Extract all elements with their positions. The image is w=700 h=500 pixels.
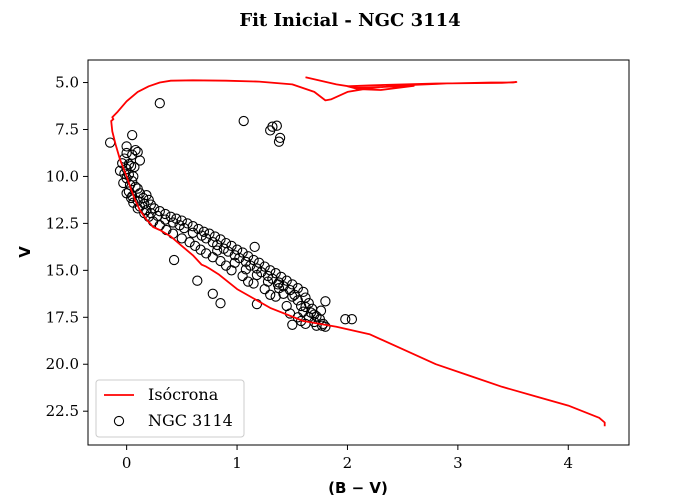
legend-marker-swatch — [113, 415, 125, 427]
scatter-point — [134, 155, 146, 166]
y-axis: 5.0 7.5 10.0 12.5 15.0 17.5 20.0 22.5 — [46, 74, 88, 420]
scatter-point — [212, 239, 223, 251]
scatter-point — [121, 147, 132, 159]
y-tick-label: 5.0 — [55, 74, 79, 92]
scatter-point — [281, 300, 292, 312]
scatter-point — [251, 269, 263, 281]
scatter-point — [121, 141, 132, 152]
scatter-point — [300, 301, 311, 313]
scatter-point — [176, 233, 187, 244]
scatter-point — [178, 222, 190, 234]
scatter-point — [346, 314, 358, 325]
plot-content — [104, 76, 606, 427]
scatter-point — [238, 115, 249, 127]
legend-label-isocrona: Isócrona — [148, 385, 219, 404]
scatter-point — [315, 305, 327, 316]
scatter-point — [300, 318, 311, 330]
x-tick-label: 3 — [453, 454, 463, 472]
scatter-point — [237, 270, 248, 282]
scatter-point — [237, 247, 248, 258]
scatter-point — [289, 289, 300, 300]
scatter-point — [154, 98, 165, 109]
y-tick-label: 22.5 — [46, 402, 79, 420]
scatter-point — [168, 254, 180, 266]
scatter-point — [129, 161, 140, 173]
y-tick-label: 10.0 — [46, 167, 79, 185]
scatter-point — [121, 188, 132, 199]
scatter-point — [242, 276, 254, 287]
y-tick-label: 15.0 — [46, 261, 79, 279]
scatter-point — [171, 213, 182, 224]
scatter-point — [265, 289, 276, 300]
scatter-point — [248, 278, 259, 289]
scatter-point — [123, 159, 135, 170]
scatter-point — [295, 300, 307, 312]
x-tick-label: 0 — [122, 454, 132, 472]
scatter-point — [215, 298, 226, 309]
x-tick-label: 4 — [564, 454, 574, 472]
x-axis-label: (B − V) — [328, 479, 388, 497]
scatter-point — [127, 129, 138, 141]
scatter-point — [189, 240, 201, 252]
y-tick-label: 20.0 — [46, 355, 79, 373]
scatter-point — [262, 276, 274, 287]
scatter-point — [128, 197, 139, 208]
scatter-point — [212, 245, 223, 256]
scatter-point — [320, 296, 331, 307]
scatter-point — [104, 137, 116, 148]
scatter-point — [215, 234, 226, 245]
scatter-point — [165, 211, 176, 222]
scatter-point — [287, 319, 298, 330]
scatter-point — [292, 295, 303, 306]
scatter-point — [270, 268, 281, 279]
scatter-point — [303, 298, 314, 309]
scatter-point — [340, 314, 351, 325]
scatter-point — [281, 275, 292, 286]
scatter-point — [193, 223, 204, 235]
scatter-point — [192, 275, 203, 286]
scatter-point — [207, 288, 218, 299]
scatter-point — [229, 257, 240, 268]
scatter-point — [200, 248, 212, 259]
y-tick-label: 17.5 — [46, 308, 79, 326]
scatter-point — [123, 169, 135, 180]
scatter-point — [240, 264, 252, 275]
legend-label-ngc3114: NGC 3114 — [148, 411, 233, 430]
scatter-point — [292, 283, 303, 294]
scatter-point — [207, 252, 218, 263]
scatter-point — [226, 240, 237, 252]
scatter-point — [259, 261, 270, 272]
scatter-point — [273, 136, 285, 147]
x-axis: 0 1 2 3 4 — [122, 445, 573, 472]
legend: Isócrona NGC 3114 — [95, 379, 245, 438]
y-tick-label: 12.5 — [46, 214, 79, 232]
scatter-point — [167, 217, 179, 228]
scatter-point — [249, 241, 260, 253]
y-tick-label: 7.5 — [55, 120, 79, 138]
scatter-point — [160, 208, 171, 220]
scatter-point — [195, 244, 206, 255]
scatter-point — [298, 306, 309, 317]
chart-title: Fit Inicial - NGC 3114 — [239, 10, 460, 31]
scatter-point — [132, 146, 143, 158]
scatter-point — [274, 132, 286, 144]
x-tick-label: 1 — [232, 454, 242, 472]
isochrone-line — [110, 76, 606, 427]
plot-frame — [87, 59, 630, 446]
scatter-point — [265, 125, 276, 136]
scatter-point — [209, 231, 221, 242]
y-axis-label: V — [16, 246, 34, 258]
scatter-point — [160, 214, 171, 225]
scatter-point — [223, 246, 234, 257]
scatter-point — [278, 288, 289, 299]
scatter-point — [272, 279, 284, 290]
x-tick-label: 2 — [343, 454, 353, 472]
scatter-point — [305, 307, 317, 318]
